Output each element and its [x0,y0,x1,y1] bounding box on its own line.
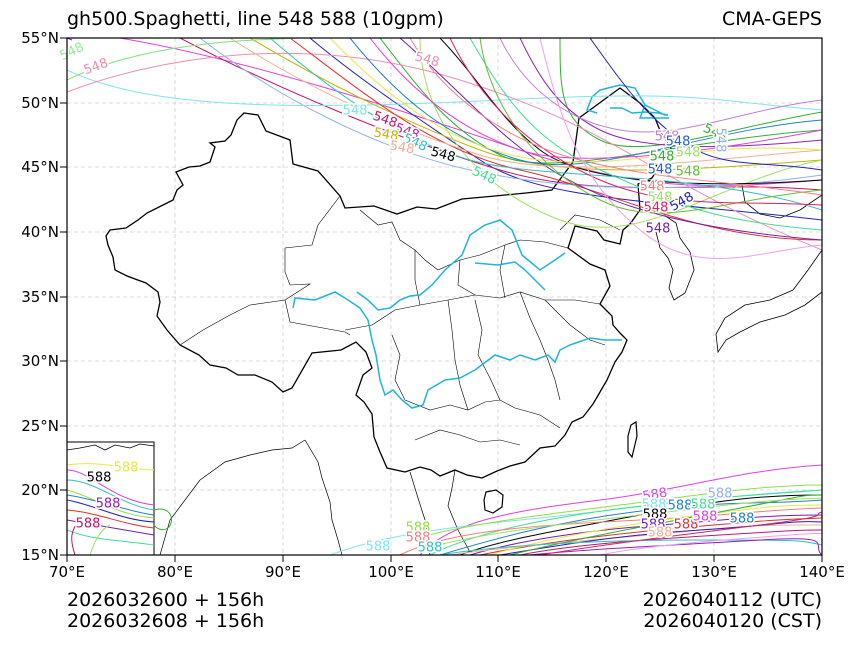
contour-label-588: 588 [87,471,112,486]
contour-label-548: 548 [429,145,457,166]
indochina-border [304,439,471,555]
y-tick-40n: 40°N [21,223,59,241]
x-tick-120e: 120°E [583,563,629,581]
contour-label-588: 588 [96,497,121,512]
contour-label-548: 548 [470,164,499,188]
contour-label-588: 588 [406,521,431,536]
contour-548-lines [67,38,822,259]
init-time-cst: 2026032608 + 156h [67,610,265,632]
russia-coast [741,184,822,219]
contour-label-588: 588 [730,512,755,527]
valid-time-utc: 2026040112 (UTC) [642,589,822,611]
india-border [159,439,306,555]
contour-label-548: 548 [640,180,665,195]
x-tick-110e: 110°E [475,563,521,581]
contour-label-588: 588 [641,485,668,504]
x-tick-100e: 100°E [368,563,414,581]
contour-label-588: 588 [114,461,139,476]
contour-label-548: 548 [648,191,673,206]
contour-label-588: 588 [406,531,431,546]
x-tick-130e: 130°E [691,563,737,581]
valid-time-cst: 2026040120 (CST) [643,610,822,632]
inset-green-loop [153,508,172,531]
valid-time-block: 2026040112 (UTC) 2026040120 (CST) [643,590,822,632]
contour-label-588: 588 [642,498,667,513]
y-tick-30n: 30°N [21,352,59,370]
x-tick-140e: 140°E [799,563,845,581]
contour-label-548: 548 [646,222,671,237]
contour-label-588: 588 [668,499,693,514]
hainan-island [483,489,504,514]
contour-label-588: 588 [418,541,443,556]
x-tick-80e: 80°E [156,563,194,581]
contour-label-548: 548 [644,201,669,216]
contour-label-548: 548 [343,104,368,119]
contour-label-548: 548 [713,128,728,153]
model-name: CMA-GEPS [721,8,822,30]
contour-label-548: 548 [82,56,110,79]
contour-label-548: 548 [676,146,701,161]
contour-label-548: 548 [666,135,691,150]
contour-label-588: 588 [691,498,716,513]
init-time-utc: 2026032600 + 156h [67,589,265,611]
contour-588-lines [329,464,822,555]
contour-label-588: 588 [643,508,668,523]
china-border [105,87,672,479]
japan-coast [715,249,822,354]
axis-ticks [60,37,823,562]
contour-label-548: 548 [372,125,399,144]
contour-label-588: 588 [76,517,101,532]
contour-label-588: 588 [674,518,699,533]
contour-label-588: 588 [641,518,666,533]
y-tick-15n: 15°N [21,546,59,564]
contour-label-548: 548 [650,150,675,165]
y-tick-25n: 25°N [21,417,59,435]
korea-coast [655,214,695,301]
taiwan-island [627,420,638,459]
contour-label-548: 548 [58,40,87,64]
x-tick-70e: 70°E [48,563,86,581]
contour-label-548: 548 [388,138,415,157]
chart-title: gh500.Spaghetti, line 548 588 (10gpm) [67,8,444,30]
y-tick-20n: 20°N [21,481,59,499]
y-tick-45n: 45°N [21,158,59,176]
rivers [292,84,669,409]
south-china-sea-inset [67,441,155,555]
province-borders [179,195,621,446]
contour-588-labels: 5885885885885885885885885885885885885885… [74,459,756,557]
contour-label-588: 588 [366,540,391,555]
contour-label-548: 548 [413,50,441,71]
contour-label-588: 588 [648,526,673,541]
contour-label-588: 588 [708,487,733,502]
y-tick-35n: 35°N [21,288,59,306]
y-tick-50n: 50°N [21,94,59,112]
y-tick-55n: 55°N [21,29,59,47]
x-tick-90e: 90°E [264,563,302,581]
contour-label-588: 588 [693,510,718,525]
contour-label-548: 548 [655,130,680,145]
contour-label-548: 548 [676,165,701,180]
init-time-block: 2026032600 + 156h 2026032608 + 156h [67,590,264,632]
contour-label-548: 548 [648,163,673,178]
